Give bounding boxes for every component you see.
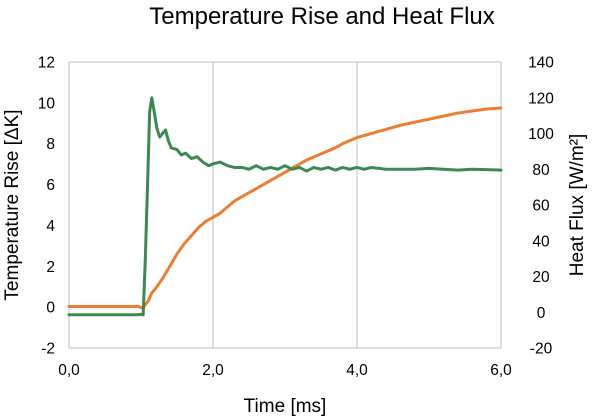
series-line-2 — [67, 96, 503, 317]
y-tick-label: 8 — [46, 136, 55, 153]
y-tick-label: 0 — [46, 300, 55, 317]
x-tick-label: 0,0 — [58, 362, 80, 379]
tick-labels: 0,0 2,0 4,0 6,0-2024681012-2002040608010012… — [38, 55, 555, 380]
y2-tick-label: 20 — [532, 269, 550, 286]
plot-area-border — [68, 61, 502, 349]
y-tick-label: 12 — [38, 55, 55, 72]
y-tick-label: 10 — [38, 95, 56, 112]
y2-tick-label: 60 — [532, 198, 550, 215]
y2-tick-label: -20 — [530, 341, 553, 358]
y-tick-label: 2 — [46, 259, 55, 276]
x-axis-title: Time [ms] — [244, 396, 327, 417]
y2-tick-label: 120 — [528, 90, 554, 107]
x-tick-label: 4,0 — [346, 362, 368, 379]
y2-tick-label: 100 — [528, 126, 554, 143]
y-tick-label: -2 — [41, 341, 55, 358]
y2-tick-label: 0 — [537, 305, 546, 322]
y-tick-label: 6 — [46, 177, 55, 194]
y-tick-label: 4 — [46, 218, 55, 235]
series-layer — [67, 96, 503, 317]
series-line-1 — [67, 106, 503, 310]
y2-tick-label: 40 — [532, 233, 550, 250]
x-tick-label: 6,0 — [490, 362, 512, 379]
y-axis-title: Temperature Rise [ΔK] — [2, 109, 23, 300]
y2-axis-title: Heat Flux [W/m²] — [567, 134, 588, 277]
y2-tick-label: 140 — [528, 55, 554, 72]
grid-lines — [212, 62, 358, 348]
x-tick-label: 2,0 — [202, 362, 224, 379]
y2-tick-label: 80 — [532, 162, 550, 179]
chart-title: Temperature Rise and Heat Flux — [149, 3, 495, 30]
